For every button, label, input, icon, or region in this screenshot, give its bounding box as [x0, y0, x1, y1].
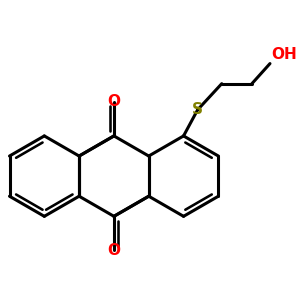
Text: O: O: [107, 94, 120, 109]
Text: O: O: [107, 243, 120, 258]
Text: S: S: [192, 102, 203, 117]
Text: OH: OH: [271, 46, 296, 62]
